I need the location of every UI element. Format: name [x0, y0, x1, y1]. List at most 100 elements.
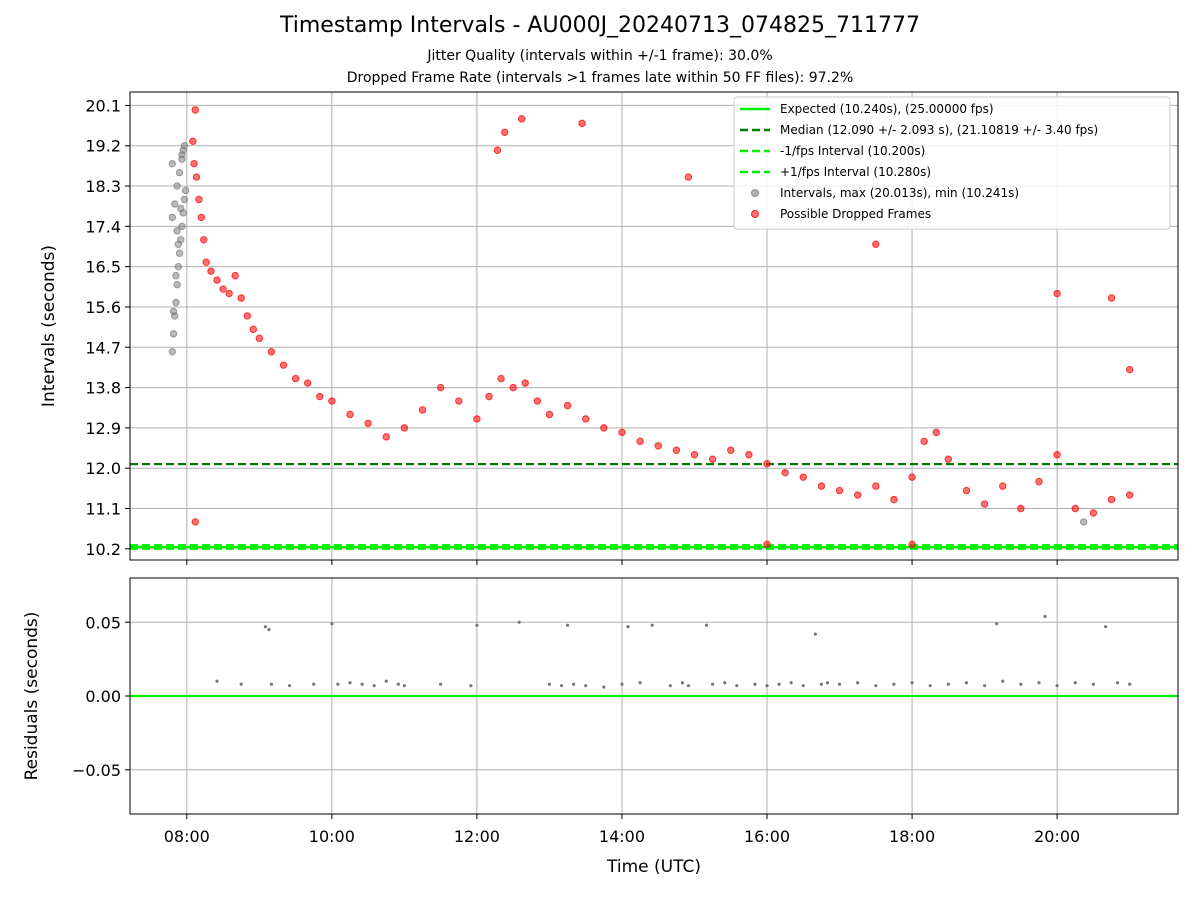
interval-point — [174, 240, 183, 248]
dropped-frame-point — [1053, 289, 1061, 298]
dropped-frame-point — [418, 406, 427, 414]
top-y-tick-label: 13.8 — [85, 379, 121, 398]
bottom-y-ticks: −0.05 0.00 0.05 — [72, 613, 130, 780]
interval-point — [173, 280, 181, 289]
residual-point — [1091, 682, 1095, 686]
residual-point — [602, 685, 606, 689]
dropped-frame-point — [980, 500, 989, 508]
dropped-frame-point — [509, 383, 517, 392]
dropped-frame-point — [1035, 477, 1043, 486]
dropped-frame-point — [195, 195, 203, 204]
top-y-tick-label: 17.4 — [85, 217, 121, 236]
dropped-frame-point — [672, 446, 681, 454]
dropped-frame-point — [908, 540, 916, 549]
dropped-frame-point — [600, 424, 608, 432]
interval-point — [168, 348, 177, 356]
dropped-frame-point — [517, 115, 526, 123]
dropped-frame-point — [219, 285, 227, 293]
x-tick-label: 08:00 — [164, 827, 210, 846]
residual-point — [215, 679, 219, 683]
dropped-frame-point — [962, 486, 971, 495]
residual-point — [263, 625, 267, 629]
dropped-frame-point — [920, 437, 928, 446]
dropped-frame-point — [533, 397, 542, 405]
dropped-frame-point — [243, 312, 251, 320]
dropped-frame-point — [303, 379, 312, 387]
dropped-frame-point — [763, 540, 771, 549]
residual-point — [348, 681, 352, 685]
residual-point — [269, 682, 274, 686]
dropped-frame-point — [497, 374, 505, 383]
residual-point — [819, 682, 824, 686]
dropped-frame-point — [213, 276, 221, 284]
dropped-frame-point — [316, 392, 324, 401]
legend-entry-intervals: Intervals, max (20.013s), min (10.241s) — [751, 186, 1019, 200]
x-tick-label: 10:00 — [309, 827, 355, 846]
dropped-frame-point — [191, 518, 199, 526]
dropped-frame-point — [872, 482, 880, 490]
chart-title: Timestamp Intervals - AU000J_20240713_07… — [279, 13, 920, 38]
legend-entry-minus-fps: -1/fps Interval (10.200s) — [740, 144, 925, 158]
residual-point — [1103, 625, 1108, 629]
dropped-frame-point — [1125, 491, 1134, 499]
interval-point — [173, 182, 181, 190]
x-tick-label: 14:00 — [599, 827, 645, 846]
bottom-y-tick-label: 0.00 — [85, 687, 121, 706]
residual-point — [753, 682, 757, 686]
residual-point — [547, 682, 552, 686]
interval-point — [174, 262, 183, 271]
residual-point — [995, 622, 999, 626]
residual-point — [1055, 684, 1059, 688]
dropped-frame-point — [932, 428, 940, 437]
residual-point — [626, 625, 630, 629]
residual-point — [765, 684, 769, 688]
x-tick-label: 20:00 — [1034, 827, 1080, 846]
dropped-frame-point — [364, 419, 372, 428]
dropped-frame-point — [781, 468, 789, 477]
dropped-frame-point — [189, 137, 197, 145]
residual-point — [1043, 614, 1047, 618]
dropped-frame-point — [1053, 451, 1061, 459]
interval-point — [175, 168, 184, 177]
top-y-tick-label: 16.5 — [85, 258, 121, 277]
dropped-frame-point — [346, 410, 354, 419]
residual-point — [650, 623, 654, 627]
dropped-frame-point — [999, 482, 1007, 490]
dropped-frame-point — [249, 325, 257, 334]
residual-point — [287, 684, 292, 688]
residual-point — [704, 623, 709, 627]
residual-point — [565, 623, 570, 627]
x-tick-label: 16:00 — [744, 827, 790, 846]
legend: Expected (10.240s), (25.00000 fps) Media… — [733, 96, 1171, 230]
dropped-frame-point — [197, 213, 206, 222]
residual-point — [946, 682, 950, 686]
residual-point — [559, 684, 564, 688]
dropped-frame-point — [853, 491, 862, 499]
x-tick-label: 18:00 — [889, 827, 935, 846]
dropped-frame-point — [190, 159, 198, 168]
dropped-frame-point — [400, 424, 409, 432]
residual-point — [813, 632, 817, 636]
reference-lines — [130, 463, 1178, 550]
residual-point — [267, 628, 271, 632]
dropped-frame-point — [1017, 504, 1025, 513]
dropped-frame-point — [267, 348, 276, 356]
interval-point — [1080, 518, 1088, 526]
top-panel: 10.2 11.1 12.0 12.9 13.8 14.7 15.6 16.5 17.4 18.3… — [39, 91, 1179, 565]
residual-point — [1001, 679, 1005, 683]
dropped-frame-rate-subtitle: Dropped Frame Rate (intervals >1 frames … — [346, 70, 854, 86]
legend-label-expected: Expected (10.240s), (25.00000 fps) — [780, 102, 994, 116]
interval-point — [178, 150, 186, 159]
dropped-frame-point — [835, 486, 844, 495]
residual-point — [439, 682, 443, 686]
dropped-frame-point — [255, 334, 264, 343]
residual-point — [837, 682, 842, 686]
dropped-frame-point — [1107, 294, 1116, 302]
dropped-frame-point — [872, 240, 880, 248]
residual-point — [620, 682, 624, 686]
residual-point — [856, 681, 860, 685]
top-y-tick-label: 12.9 — [85, 419, 121, 438]
interval-point — [173, 227, 181, 235]
